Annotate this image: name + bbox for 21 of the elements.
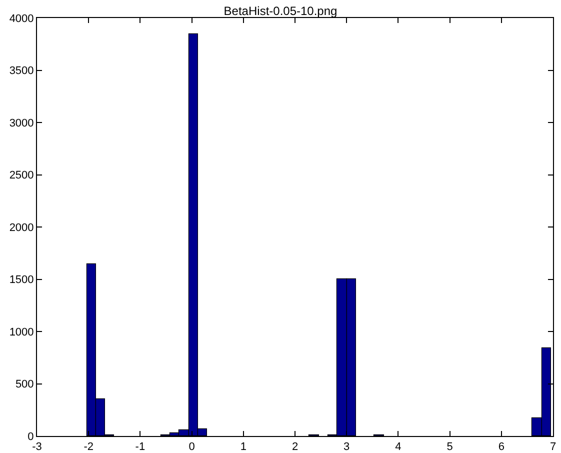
x-tick-label: 2 <box>292 441 298 453</box>
x-tick-label: 4 <box>395 441 402 453</box>
y-tick-label: 0 <box>28 430 34 443</box>
y-tick-label: 2500 <box>9 170 34 182</box>
y-tick-label: 1500 <box>9 274 34 286</box>
x-tick-label: 0 <box>188 441 195 453</box>
x-tick-label: 5 <box>446 441 453 453</box>
x-tick-label: -3 <box>32 441 42 453</box>
x-tick-label: 7 <box>550 441 556 453</box>
x-tick-label: -1 <box>135 441 146 453</box>
chart-title: BetaHist-0.05-10.png <box>224 4 338 18</box>
y-tick-label: 1000 <box>9 326 34 338</box>
x-tick-label: 1 <box>240 441 246 453</box>
y-tick-label: 4000 <box>9 12 34 25</box>
y-tick-label: 500 <box>15 378 34 391</box>
x-tick-label: -2 <box>84 441 94 453</box>
y-tick-label: 3000 <box>9 117 34 130</box>
x-tick-label: 3 <box>344 441 350 453</box>
x-tick-label: 6 <box>498 441 504 453</box>
y-tick-label: 3500 <box>9 65 34 78</box>
y-tick-label: 2000 <box>9 222 34 234</box>
